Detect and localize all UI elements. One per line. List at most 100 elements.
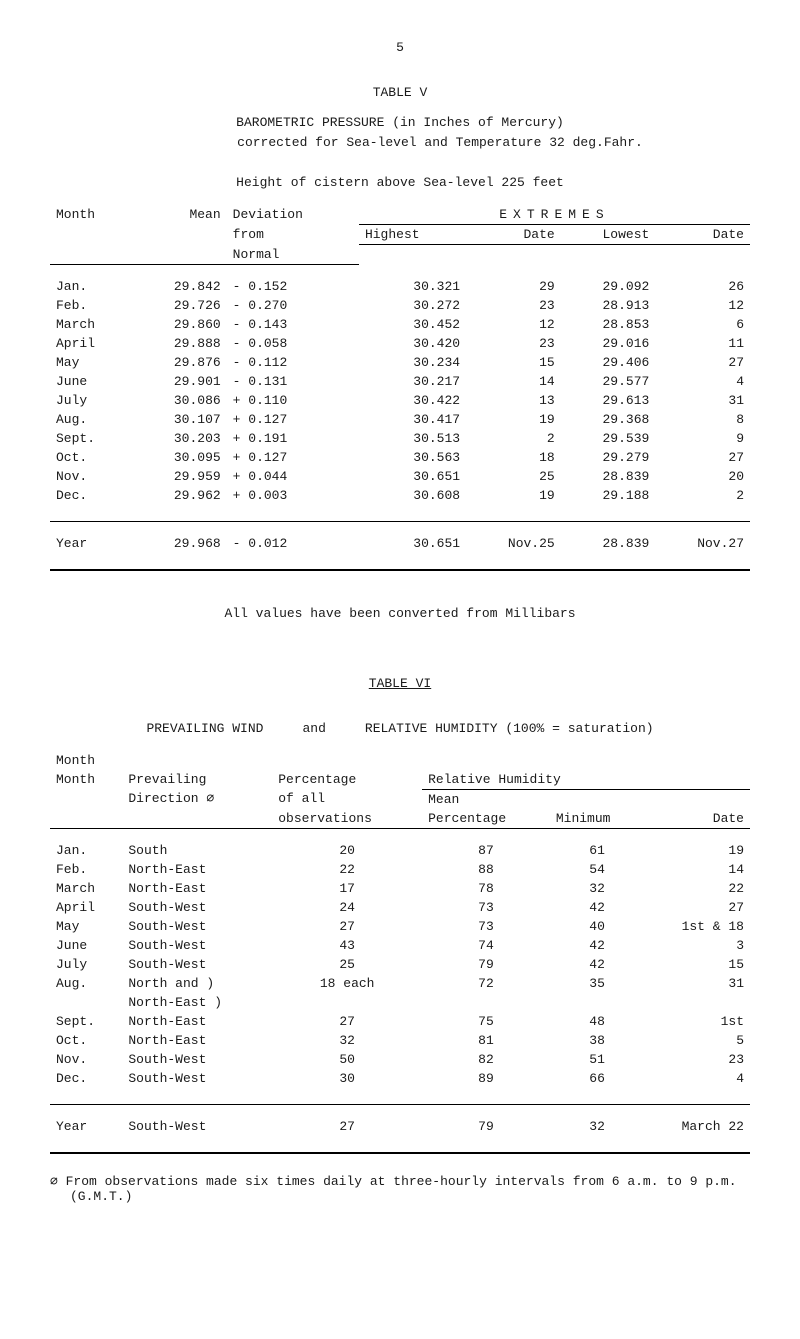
cell-year-mean: 29.968	[132, 534, 227, 553]
cell-hi: 30.422	[359, 391, 466, 410]
cell-d1: 12	[466, 315, 561, 334]
cell-d2: 9	[655, 429, 750, 448]
th-month-top: Month	[50, 751, 122, 770]
table-row: Jan.South20876119	[50, 841, 750, 860]
table-row: July30.086+ 0.11030.4221329.61331	[50, 391, 750, 410]
cell-d2: 31	[655, 391, 750, 410]
cell-date: 31	[644, 974, 750, 993]
cell-min: 51	[550, 1050, 645, 1069]
cell-date: 3	[644, 936, 750, 955]
table-row: JuneSouth-West4374423	[50, 936, 750, 955]
table-row: JulySouth-West25794215	[50, 955, 750, 974]
cell-date: 1st & 18	[644, 917, 750, 936]
cell-date: 1st	[644, 1012, 750, 1031]
cell-date: 14	[644, 860, 750, 879]
cell-min: 48	[550, 1012, 645, 1031]
cell-d2: 11	[655, 334, 750, 353]
cell-lo: 29.406	[561, 353, 656, 372]
cell-min: 35	[550, 974, 645, 993]
cell-d1: 14	[466, 372, 561, 391]
cell-d2: 4	[655, 372, 750, 391]
cell-mean: 78	[422, 879, 550, 898]
table-row: Oct.North-East3281385	[50, 1031, 750, 1050]
th-prev: Prevailing	[122, 770, 272, 790]
converted-note: All values have been converted from Mill…	[50, 606, 750, 621]
cell-lo: 29.279	[561, 448, 656, 467]
th-dir: Direction ∅	[122, 789, 272, 809]
cell-month: Nov.	[50, 1050, 122, 1069]
th-deviation: Deviation	[227, 205, 359, 225]
cell-mean: 29.888	[132, 334, 227, 353]
cell-d2: 8	[655, 410, 750, 429]
cell-d1: 15	[466, 353, 561, 372]
cell-date: 27	[644, 898, 750, 917]
cell-dir: North-East	[122, 879, 272, 898]
table-row: Oct.30.095+ 0.12730.5631829.27927	[50, 448, 750, 467]
cell-lo: 29.092	[561, 277, 656, 296]
cell-pct: 25	[272, 955, 422, 974]
th-mean: Mean	[132, 205, 227, 225]
table-row: Sept.North-East2775481st	[50, 1012, 750, 1031]
cell-year-d1: Nov.25	[466, 534, 561, 553]
cell-min	[550, 993, 645, 1012]
cell-mean: 74	[422, 936, 550, 955]
cell-month: May	[50, 353, 132, 372]
cell-mean: 81	[422, 1031, 550, 1050]
table-row: AprilSouth-West24734227	[50, 898, 750, 917]
cell-min: 54	[550, 860, 645, 879]
cell-year: Year	[50, 1117, 122, 1136]
th-obs: observations	[272, 809, 422, 829]
cell-date	[644, 993, 750, 1012]
cell-mean: 29.901	[132, 372, 227, 391]
th-date2: Date	[655, 225, 750, 245]
cell-d1: 13	[466, 391, 561, 410]
cell-dir: South-West	[122, 1050, 272, 1069]
cell-hi: 30.651	[359, 467, 466, 486]
cell-dev: + 0.191	[227, 429, 359, 448]
cell-dir: South-West	[122, 936, 272, 955]
cell-lo: 29.368	[561, 410, 656, 429]
cell-year-dir: South-West	[122, 1117, 272, 1136]
cell-d1: 2	[466, 429, 561, 448]
cell-mean: 73	[422, 898, 550, 917]
cell-month: June	[50, 372, 132, 391]
th-highest: Highest	[359, 225, 466, 245]
cell-month	[50, 993, 122, 1012]
cell-d2: 12	[655, 296, 750, 315]
table-row: Aug.North and )18 each723531	[50, 974, 750, 993]
cell-mean: 29.726	[132, 296, 227, 315]
table-row: June29.901- 0.13130.2171429.5774	[50, 372, 750, 391]
cell-d2: 2	[655, 486, 750, 505]
cell-dir: North-East	[122, 1031, 272, 1050]
cell-hi: 30.234	[359, 353, 466, 372]
th-from: from	[227, 225, 359, 245]
cell-min: 42	[550, 955, 645, 974]
cell-month: Feb.	[50, 296, 132, 315]
cell-dir: South-West	[122, 955, 272, 974]
cell-hi: 30.608	[359, 486, 466, 505]
cell-pct: 22	[272, 860, 422, 879]
cell-dir: North and )	[122, 974, 272, 993]
cell-min: 38	[550, 1031, 645, 1050]
table-row: April29.888- 0.05830.4202329.01611	[50, 334, 750, 353]
cell-year-date: March 22	[644, 1117, 750, 1136]
cell-mean: 75	[422, 1012, 550, 1031]
cell-dev: - 0.058	[227, 334, 359, 353]
cell-min: 66	[550, 1069, 645, 1088]
cell-month: Aug.	[50, 410, 132, 429]
cell-lo: 29.188	[561, 486, 656, 505]
cell-month: July	[50, 955, 122, 974]
cell-month: Sept.	[50, 1012, 122, 1031]
cell-year-pct: 27	[272, 1117, 422, 1136]
cell-date: 5	[644, 1031, 750, 1050]
cell-mean: 29.842	[132, 277, 227, 296]
cell-pct: 30	[272, 1069, 422, 1088]
cell-mean: 30.107	[132, 410, 227, 429]
cell-lo: 28.853	[561, 315, 656, 334]
cell-lo: 29.016	[561, 334, 656, 353]
cell-mean: 29.962	[132, 486, 227, 505]
cell-d1: 25	[466, 467, 561, 486]
cell-mean: 87	[422, 841, 550, 860]
cell-dev: - 0.112	[227, 353, 359, 372]
cell-month: July	[50, 391, 132, 410]
